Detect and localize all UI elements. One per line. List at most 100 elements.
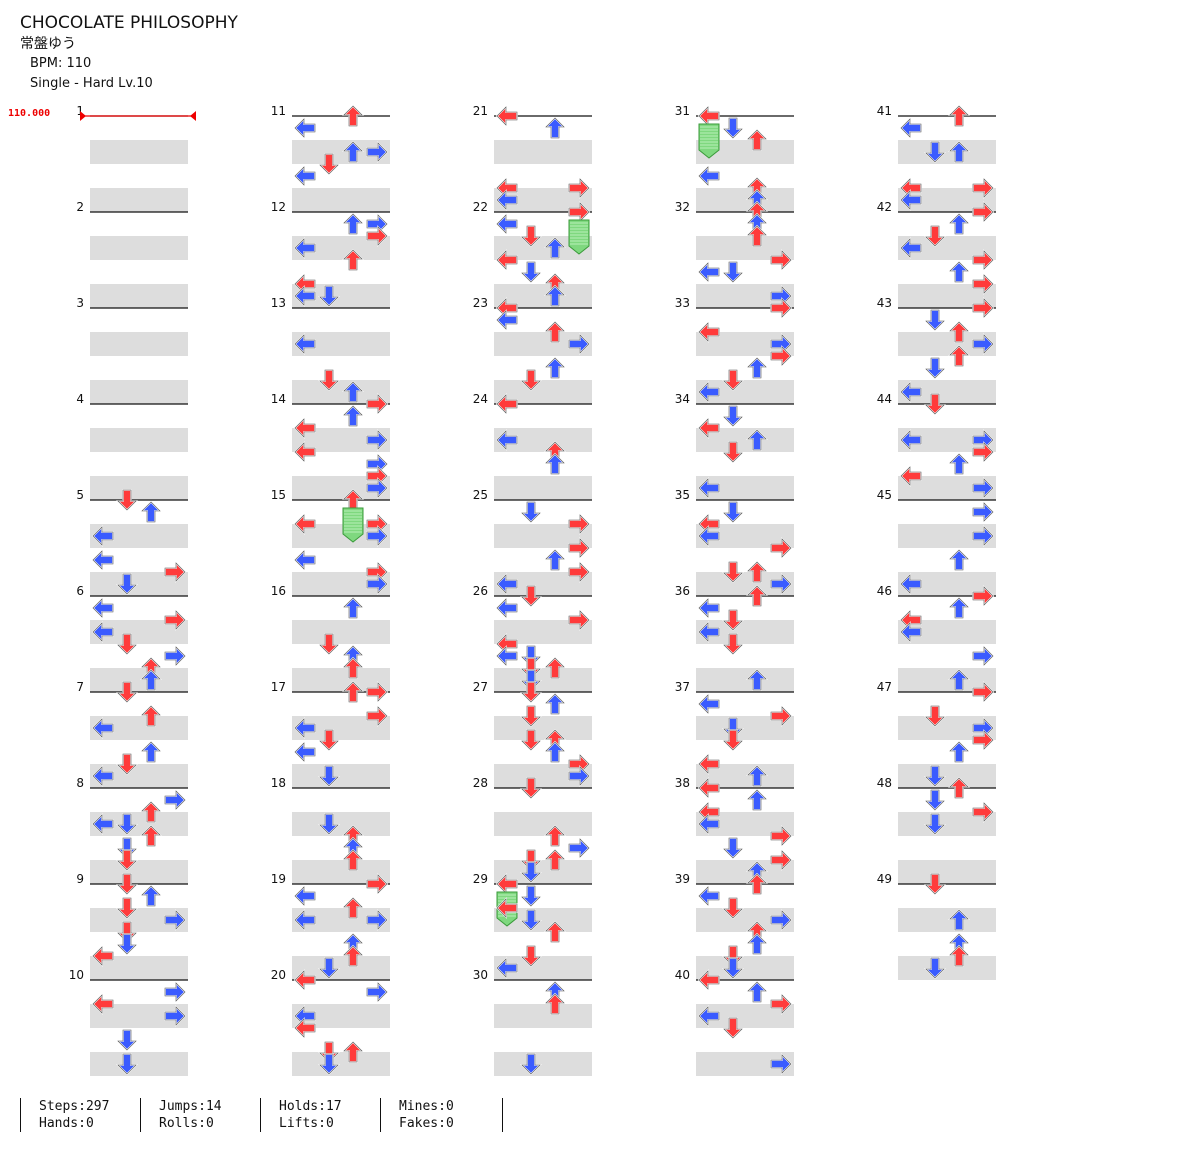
measure-number: 40 [675,968,690,982]
measure-number: 38 [675,776,690,790]
beat-band [494,668,592,692]
up-arrow-icon [746,428,768,451]
left-arrow-icon [293,513,316,535]
hold-note-icon [698,123,720,159]
right-arrow-icon [164,909,187,931]
down-arrow-icon [116,933,138,956]
right-arrow-icon [972,501,995,523]
measure-number: 14 [271,392,286,406]
song-title: CHOCOLATE PHILOSOPHY [20,13,238,33]
hold-note-icon [342,507,364,543]
right-arrow-icon [972,681,995,703]
down-arrow-icon [722,957,744,980]
up-arrow-icon [342,944,364,967]
left-arrow-icon [697,1005,720,1027]
right-arrow-icon [366,477,389,499]
left-arrow-icon [293,441,316,463]
beat-band [898,860,996,884]
up-arrow-icon [342,248,364,271]
down-arrow-icon [924,309,946,332]
down-arrow-icon [116,573,138,596]
left-arrow-icon [495,957,518,979]
up-arrow-icon [544,692,566,715]
measure-number: 4 [76,392,84,406]
down-arrow-icon [722,501,744,524]
left-arrow-icon [697,969,720,991]
up-arrow-icon [342,596,364,619]
left-arrow-icon [899,189,922,211]
up-arrow-icon [140,704,162,727]
up-arrow-icon [746,980,768,1003]
measure-number: 7 [76,680,84,694]
beat-band [90,380,188,404]
beat-band [494,716,592,740]
right-arrow-icon [770,849,793,871]
left-arrow-icon [899,621,922,643]
down-arrow-icon [318,633,340,656]
right-arrow-icon [568,837,591,859]
measure-number: 26 [473,584,488,598]
stat-hands: Hands:0 [39,1116,94,1131]
left-arrow-icon [495,393,518,415]
left-arrow-icon [495,597,518,619]
up-arrow-icon [544,236,566,259]
down-arrow-icon [520,585,542,608]
right-arrow-icon [366,225,389,247]
left-arrow-icon [697,321,720,343]
measure-number: 2 [76,200,84,214]
right-arrow-icon [972,297,995,319]
up-arrow-icon [746,356,768,379]
measure-number: 44 [877,392,892,406]
up-arrow-icon [948,776,970,799]
left-arrow-icon [91,993,114,1015]
down-arrow-icon [520,1053,542,1076]
measure-number: 49 [877,872,892,886]
up-arrow-icon [948,944,970,967]
right-arrow-icon [972,585,995,607]
right-arrow-icon [164,645,187,667]
down-arrow-icon [924,393,946,416]
beat-band [90,188,188,212]
up-arrow-icon [544,920,566,943]
up-arrow-icon [342,848,364,871]
beat-band [292,620,390,644]
up-arrow-icon [342,896,364,919]
measure-number: 42 [877,200,892,214]
measure-number: 9 [76,872,84,886]
right-arrow-icon [770,297,793,319]
up-arrow-icon [544,848,566,871]
beat-band [90,476,188,500]
right-arrow-icon [972,273,995,295]
up-arrow-icon [948,344,970,367]
left-arrow-icon [91,717,114,739]
right-arrow-icon [770,909,793,931]
up-arrow-icon [342,380,364,403]
up-arrow-icon [342,404,364,427]
measure-number: 35 [675,488,690,502]
left-arrow-icon [91,813,114,835]
up-arrow-icon [544,116,566,139]
left-arrow-icon [293,969,316,991]
measure-number: 6 [76,584,84,598]
down-arrow-icon [116,897,138,920]
right-arrow-icon [770,537,793,559]
left-arrow-icon [495,249,518,271]
measure-number: 21 [473,104,488,118]
right-arrow-icon [568,609,591,631]
down-arrow-icon [116,849,138,872]
left-arrow-icon [91,549,114,571]
down-arrow-icon [520,909,542,932]
measure-number: 36 [675,584,690,598]
measure-number: 18 [271,776,286,790]
right-arrow-icon [366,873,389,895]
measure-number: 31 [675,104,690,118]
beat-band [494,1052,592,1076]
down-arrow-icon [722,441,744,464]
left-arrow-icon [495,105,518,127]
down-arrow-icon [520,225,542,248]
left-arrow-icon [899,381,922,403]
song-bpm: BPM: 110 [30,56,92,71]
down-arrow-icon [924,705,946,728]
right-arrow-icon [366,429,389,451]
stat-steps: Steps:297 [39,1099,110,1114]
